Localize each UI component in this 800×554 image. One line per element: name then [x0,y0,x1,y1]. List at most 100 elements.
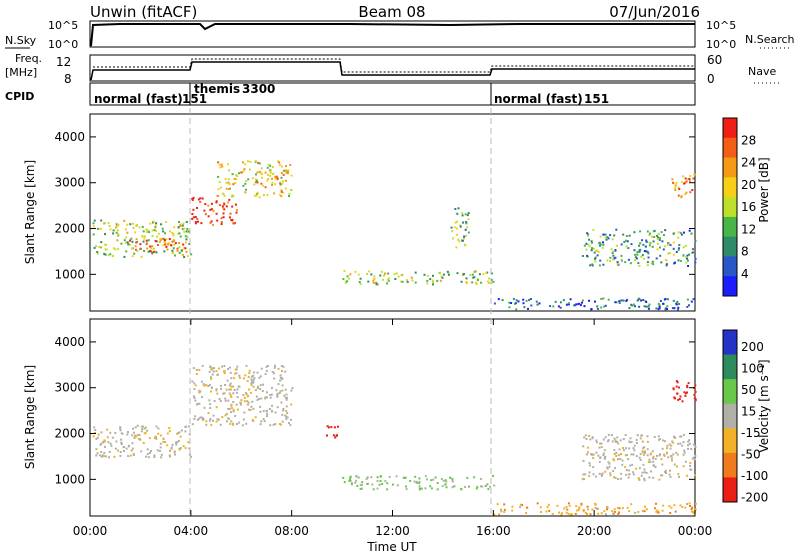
velocity-cell [646,440,649,443]
velocity-cell [228,408,231,410]
power-cell [124,228,127,231]
power-cell [179,223,182,226]
power-cell [262,194,265,196]
velocity-cell [601,473,604,476]
velocity-cell [178,431,181,434]
velocity-cell [641,440,644,443]
velocity-cell [602,438,605,441]
power-cell [624,261,627,264]
velocity-cell [643,510,646,513]
power-cell [255,173,257,176]
power-cell [285,171,288,174]
velocity-cell [379,480,382,482]
power-cell [641,254,644,257]
velocity-cell [221,365,223,368]
velocity-cell [525,512,528,514]
power-cell [269,174,272,177]
power-cell [228,183,231,185]
velocity-cell [672,388,675,391]
velocity-cell [583,478,585,481]
power-cell [672,247,675,250]
velocity-cell [688,439,691,442]
power-cell [605,238,608,241]
velocity-cell [157,427,160,430]
velocity-cell [658,478,661,481]
velocity-cell [210,377,213,380]
velocity-cell [92,435,95,438]
power-cell [370,273,373,276]
power-colorbar-tick: 20 [741,178,756,192]
power-cell [232,183,235,186]
power-cell [245,188,247,191]
velocity-cell [424,487,427,490]
velocity-cell [223,392,226,395]
velocity-cell [357,476,360,479]
power-cell [615,301,618,304]
power-cell [688,229,691,232]
velocity-cell [677,473,680,476]
power-cell [469,274,472,277]
velocity-cell [199,416,202,419]
velocity-cell [636,434,639,437]
velocity-cell [247,401,250,404]
power-cell [667,252,670,255]
x-axis-label: Time UT [366,540,417,554]
power-cell [679,259,682,262]
velocity-cell [632,453,635,456]
velocity-cell [255,395,258,398]
power-cell [627,258,630,261]
power-cell [686,254,689,257]
velocity-cell [238,376,241,379]
velocity-cell [503,503,506,506]
velocity-cell [664,469,667,472]
power-cell [611,251,614,254]
velocity-cell [123,450,125,452]
velocity-cell [624,434,627,436]
power-cell [538,302,541,305]
velocity-cell [125,447,128,450]
velocity-cell [277,383,280,386]
velocity-cell [388,475,391,478]
power-cell [638,298,641,301]
power-cell [585,248,588,251]
velocity-cell [366,482,369,485]
power-cell [493,302,496,305]
power-cell [528,299,531,301]
velocity-cell [418,482,421,485]
power-cell [156,235,159,238]
velocity-colorbar-tick: -15 [741,426,761,440]
velocity-cell [359,488,362,490]
velocity-cell [224,397,227,400]
velocity-cell [460,487,463,490]
velocity-cell [652,476,655,479]
velocity-cell [440,478,443,480]
velocity-cell [582,445,585,448]
velocity-cell [376,487,379,490]
velocity-cell [673,463,676,466]
power-cell [103,252,106,255]
power-cell [431,281,434,284]
power-cell [616,263,619,266]
velocity-cell [212,419,214,422]
power-cell [383,274,385,277]
power-cell [666,298,669,301]
power-cell [104,243,107,246]
power-cell [657,236,659,239]
velocity-cell [602,452,605,455]
velocity-cell [609,474,612,477]
velocity-cell [174,453,176,456]
power-cell [657,308,660,311]
power-cell [640,255,643,258]
power-cell [204,203,207,206]
velocity-cell [126,433,129,436]
power-cell [191,197,194,200]
velocity-cell [246,403,249,406]
velocity-cell [269,396,272,399]
power-cell [691,251,694,254]
power-cell [182,222,185,225]
power-cell [471,281,474,284]
velocity-cell [108,456,110,459]
power-cell [517,300,520,303]
velocity-cell [245,392,247,395]
